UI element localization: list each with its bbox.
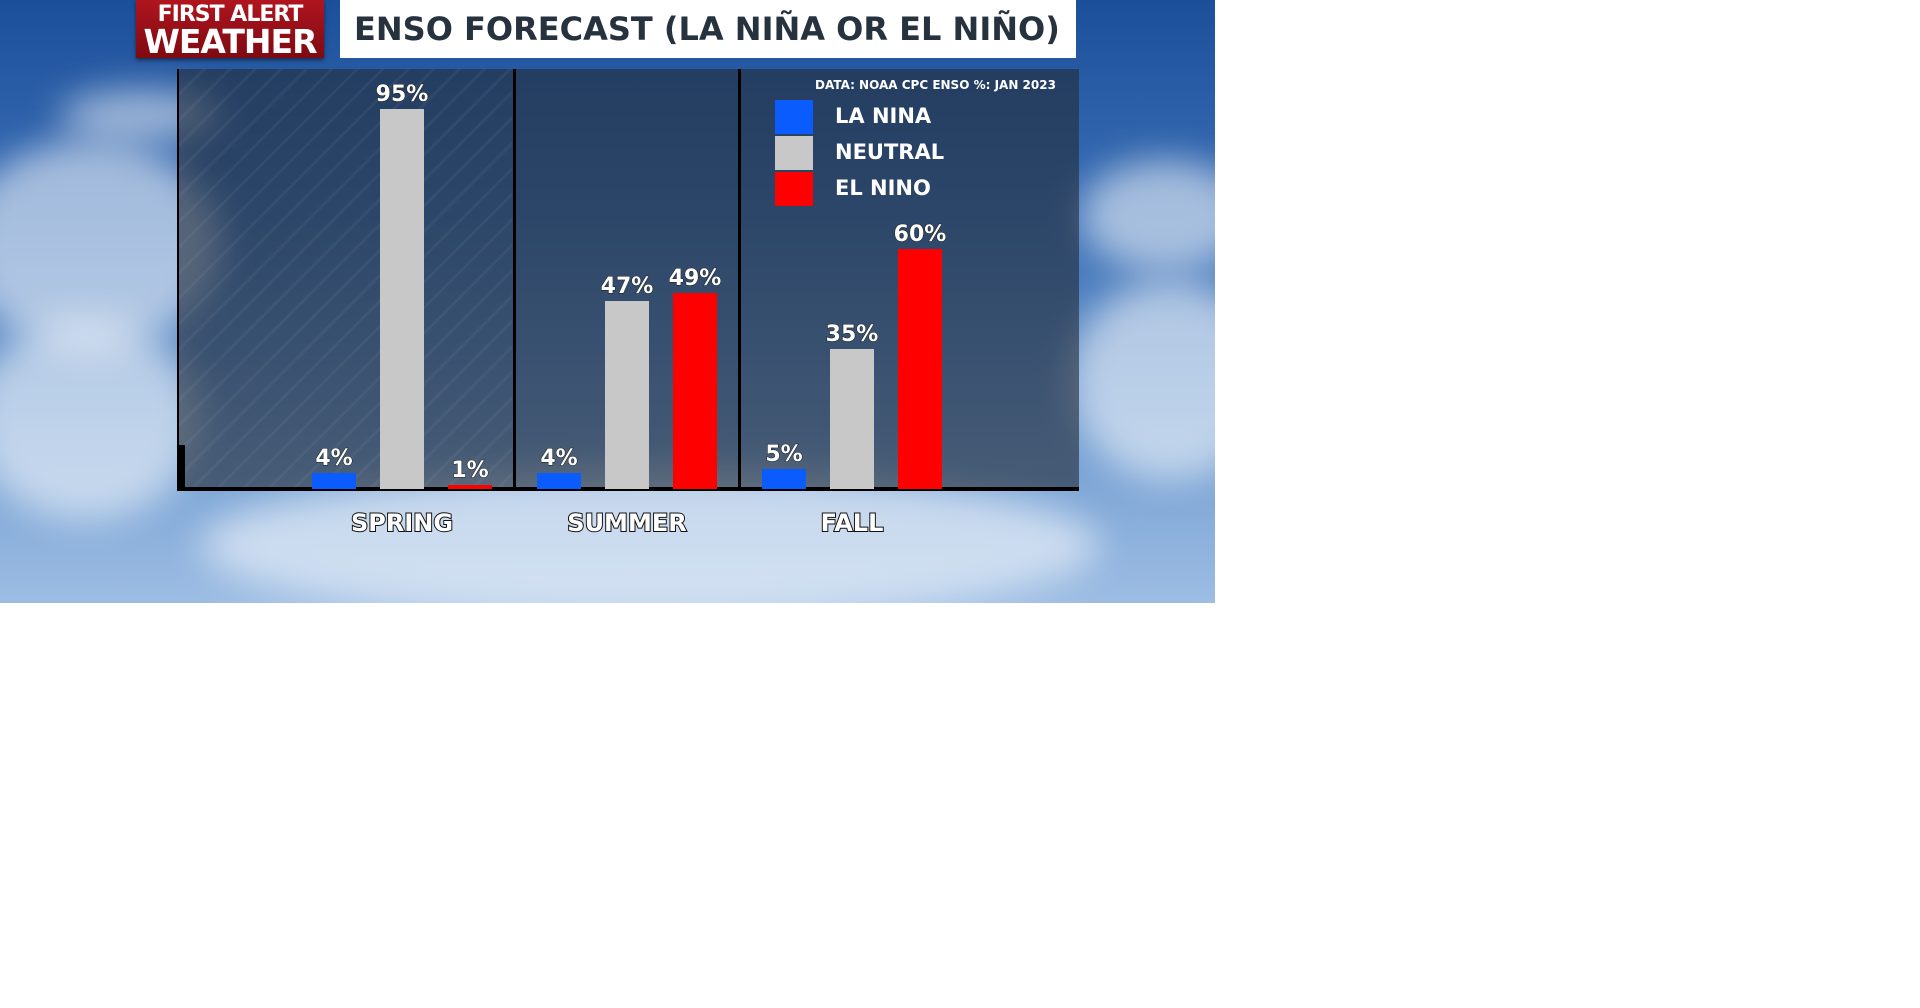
data-label: 49% — [669, 266, 722, 291]
data-label: 5% — [765, 442, 802, 467]
legend-swatch — [775, 172, 813, 206]
data-label: 4% — [540, 446, 577, 471]
station-logo: FIRST ALERT WEATHER — [136, 0, 324, 58]
cloud-shape — [0, 320, 200, 520]
cloud-shape — [200, 470, 1100, 603]
bar-el-nino — [898, 249, 942, 489]
data-label: 1% — [451, 458, 488, 483]
cloud-shape — [1080, 160, 1215, 270]
legend-label: EL NINO — [835, 176, 931, 200]
logo-line-2: WEATHER — [143, 22, 317, 61]
cloud-shape — [1070, 280, 1215, 480]
bar-la-nina — [537, 473, 581, 489]
axis-marker — [177, 445, 185, 489]
legend-item-neutral: NEUTRAL — [775, 136, 1055, 170]
bar-el-nino — [673, 293, 717, 489]
category-label: SUMMER — [567, 509, 686, 537]
legend-label: LA NINA — [835, 104, 932, 128]
data-label: 47% — [601, 274, 654, 299]
legend-swatch — [775, 100, 813, 134]
category-label: SPRING — [351, 509, 453, 537]
legend-label: NEUTRAL — [835, 140, 945, 164]
data-label: 95% — [376, 82, 429, 107]
data-label: 4% — [315, 446, 352, 471]
logo-line-1: FIRST ALERT — [157, 2, 304, 27]
legend-item-el-nino: EL NINO — [775, 172, 1055, 206]
bar-neutral — [380, 109, 424, 489]
bar-neutral — [605, 301, 649, 489]
weather-graphic: FIRST ALERT WEATHER ENSO FORECAST (LA NI… — [0, 0, 1215, 603]
legend-item-la-nina: LA NINA — [775, 100, 1055, 134]
chart-panel: 4% 95% 1% SPRING 4% 47% 49% SUMMER 5% 35% 60% FALL — [177, 69, 1079, 538]
bar-neutral — [830, 349, 874, 489]
bar-la-nina — [312, 473, 356, 489]
data-label: 60% — [894, 222, 947, 247]
legend-swatch — [775, 136, 813, 170]
bar-chart: 4% 95% 1% SPRING 4% 47% 49% SUMMER 5% 35% 60% FALL — [177, 69, 1079, 538]
bar-el-nino — [448, 485, 492, 489]
bar-la-nina — [762, 469, 806, 489]
category-label: FALL — [821, 509, 884, 537]
data-source-note: DATA: NOAA CPC ENSO %: JAN 2023 — [815, 78, 1056, 92]
data-label: 35% — [826, 322, 879, 347]
chart-title: ENSO FORECAST (LA NIÑA OR EL NIÑO) — [340, 0, 1076, 58]
panel-hatch — [177, 69, 512, 489]
